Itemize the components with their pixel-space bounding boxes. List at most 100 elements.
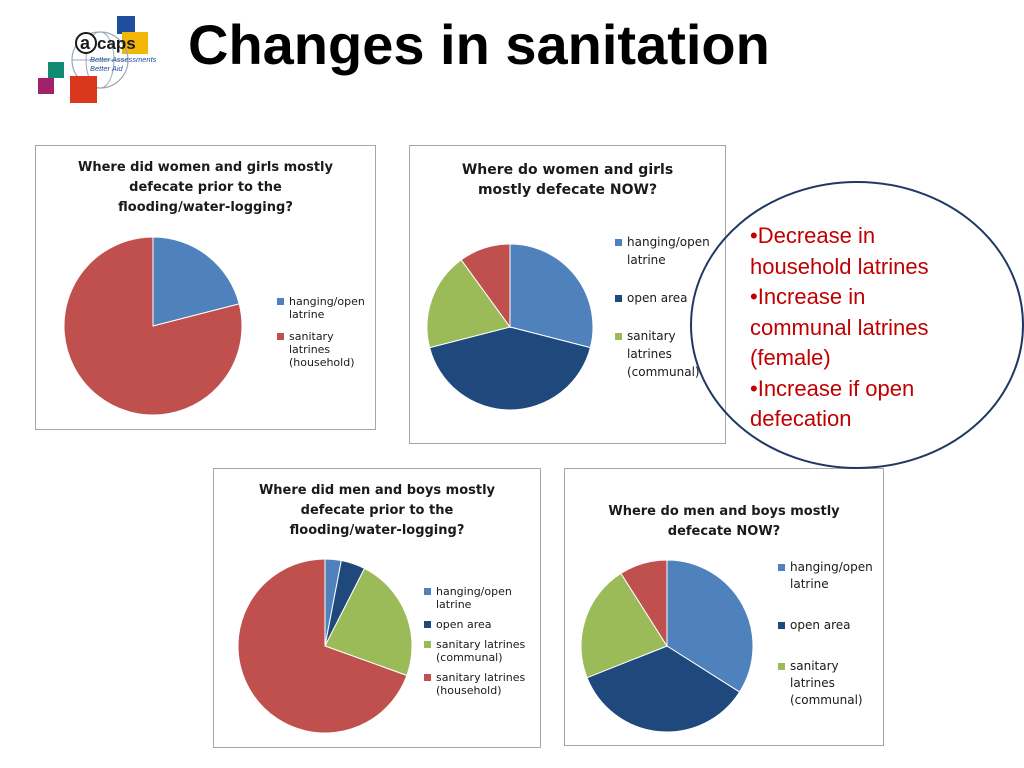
pie-slice-hanging-open-latrine: [152, 236, 240, 327]
callout-item: •Increase if open defecation: [750, 374, 980, 435]
chart-title-line: Where do women and girls: [461, 162, 674, 178]
chart-title-line: defecate NOW?: [667, 524, 781, 539]
pie-chart: [580, 559, 754, 733]
chart-title-line: flooding/water-logging?: [289, 523, 465, 538]
legend-item: hanging/open latrine: [615, 233, 710, 269]
legend-item: open area: [615, 289, 710, 307]
legend-label: hanging/open: [436, 585, 512, 598]
legend-label: (communal): [436, 651, 503, 664]
callout-list: •Decrease in household latrines •Increase …: [750, 221, 980, 435]
legend-item: open area: [424, 618, 525, 631]
legend-label: sanitary latrines: [289, 330, 334, 356]
chart-title-line: defecate prior to the: [300, 503, 454, 518]
callout-line: •Increase in: [750, 284, 866, 309]
legend-label: sanitary latrines: [436, 671, 526, 684]
logo-square-magenta: [38, 78, 54, 94]
legend-swatch: [424, 588, 431, 595]
logo-a-mark: [75, 32, 97, 54]
legend-item: sanitary latrines (household): [277, 330, 375, 369]
callout-ellipse: [690, 181, 1024, 469]
legend-swatch: [615, 332, 622, 340]
callout-line: communal latrines: [750, 314, 929, 340]
legend-swatch: [424, 621, 431, 628]
pie-slice-other: [620, 559, 668, 648]
pie-chart: [63, 236, 243, 416]
legend-swatch: [424, 641, 431, 648]
chart-women-before: Where did women and girls mostly defecate…: [35, 145, 376, 430]
chart-women-now: Where do women and girls mostly defecate …: [409, 145, 726, 444]
pie-chart: [426, 243, 594, 411]
legend-item: sanitary latrines (communal): [424, 638, 525, 664]
legend-label: sanitary: [790, 659, 839, 673]
callout-line: defecation: [750, 406, 852, 431]
callout-item: •Decrease in household latrines: [750, 221, 980, 282]
callout-line: •Increase if open: [750, 375, 915, 401]
legend-label: latrines: [790, 676, 835, 690]
pie-slice-sanitary-latrines-communal: [580, 572, 668, 679]
pie-slice-other: [460, 243, 511, 329]
chart-legend: hanging/open latrine sanitary latrines (hou…: [277, 295, 375, 378]
legend-swatch: [778, 663, 785, 670]
chart-legend: hanging/open latrine open area sanitary lat…: [424, 585, 525, 704]
legend-label: (household): [289, 356, 355, 369]
chart-title: Where did women and girls mostly defecate…: [36, 158, 375, 218]
legend-label: latrines: [627, 347, 672, 361]
legend-label: latrine: [627, 253, 666, 267]
legend-label: latrine: [289, 308, 325, 321]
callout-line: •Decrease in: [750, 223, 876, 248]
pie-slice-hanging-open-latrine: [509, 243, 594, 349]
callout-line: household latrines: [750, 253, 929, 279]
legend-item: sanitary latrines (communal): [615, 327, 710, 381]
chart-title: Where do men and boys mostly defecate NOW…: [565, 502, 883, 542]
logo-a-letter: a: [80, 33, 91, 53]
legend-swatch: [615, 238, 622, 246]
callout-line: (female): [750, 345, 831, 370]
legend-label: latrine: [790, 577, 829, 591]
legend-label: (communal): [790, 693, 863, 707]
logo-tagline-2: Better Aid: [90, 64, 123, 73]
callout-item: •Increase in communal latrines (female): [750, 282, 980, 374]
pie-slice-sanitary-latrines-household: [237, 558, 408, 734]
logo-square-blue: [117, 16, 135, 34]
legend-label: latrine: [436, 598, 472, 611]
pie-slice-sanitary-latrines-household: [63, 236, 243, 416]
chart-legend: hanging/open latrine open area sanitary latr…: [615, 233, 710, 401]
legend-swatch: [778, 564, 785, 571]
logo-tagline-1: Better Assessments: [90, 55, 157, 64]
logo-square-red: [70, 76, 97, 103]
pie-chart: [237, 558, 413, 734]
pie-slice-sanitary-latrines-communal: [426, 259, 511, 349]
legend-label: open area: [627, 291, 688, 305]
pie-slice-open-area: [429, 326, 591, 411]
pie-slice-open-area: [586, 645, 741, 733]
chart-title-line: defecate prior to the: [129, 180, 282, 195]
page-title: Changes in sanitation: [188, 13, 770, 76]
legend-swatch: [424, 674, 431, 681]
logo-square-teal: [48, 62, 64, 78]
legend-label: (communal): [627, 365, 700, 379]
legend-label: sanitary latrines: [436, 638, 526, 651]
legend-item: sanitary latrines (household): [424, 671, 525, 697]
logo-wordmark: caps: [97, 34, 136, 53]
legend-item: hanging/open latrine: [277, 295, 375, 321]
logo-square-yellow: [122, 32, 148, 54]
legend-item: sanitary latrines (communal): [778, 658, 873, 709]
chart-title: Where do women and girls mostly defecate …: [410, 160, 725, 200]
legend-label: hanging/open: [790, 560, 873, 574]
legend-swatch: [778, 622, 785, 629]
legend-label: open area: [436, 618, 492, 631]
chart-title-line: Where did women and girls mostly: [78, 160, 333, 175]
chart-title: Where did men and boys mostly defecate pr…: [214, 481, 540, 541]
chart-men-before: Where did men and boys mostly defecate pr…: [213, 468, 541, 748]
legend-label: open area: [790, 618, 851, 632]
chart-men-now: Where do men and boys mostly defecate NOW…: [564, 468, 884, 746]
chart-title-line: Where did men and boys mostly: [258, 483, 496, 498]
legend-swatch: [277, 333, 284, 340]
chart-title-line: Where do men and boys mostly: [608, 504, 840, 519]
legend-label: hanging/open: [289, 295, 365, 308]
pie-slice-sanitary-latrines-communal: [324, 567, 413, 677]
chart-legend: hanging/open latrine open area sanitary latr…: [778, 559, 873, 733]
legend-label: hanging/open: [627, 235, 710, 249]
legend-item: hanging/open latrine: [778, 559, 873, 593]
legend-label: sanitary: [627, 329, 676, 343]
